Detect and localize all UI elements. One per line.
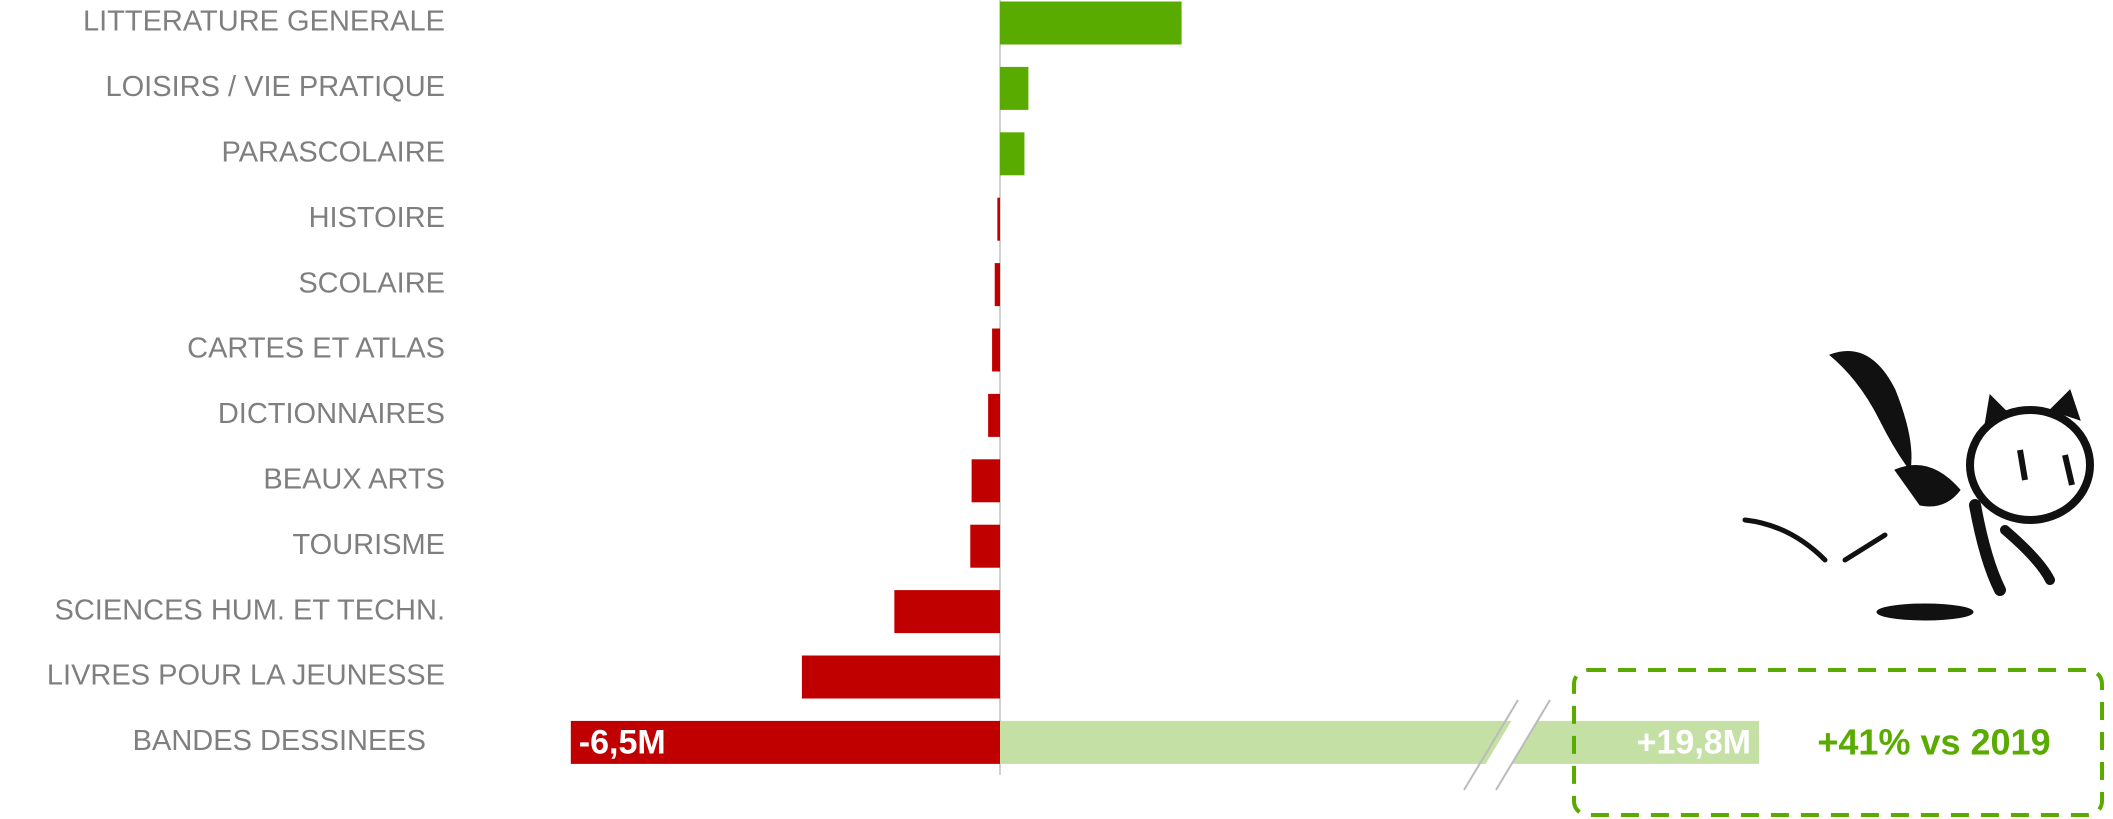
axis-break-line [1495,699,1551,791]
bar [801,655,1000,699]
bar [894,590,1000,634]
category-label: TOURISME [292,529,445,561]
cat-doodle [1742,351,2094,621]
highlight-box [1572,668,2104,817]
category-label: BANDES DESSINEES [133,725,426,757]
bar [570,720,1000,764]
category-label: LIVRES POUR LA JEUNESSE [47,660,445,692]
category-label: PARASCOLAIRE [222,136,445,168]
highlight-label: +19,8M [1637,723,1751,761]
category-label: LITTERATURE GENERALE [83,6,445,38]
category-label: HISTOIRE [309,202,445,234]
annotation: +41% vs 2019 [1817,722,2050,763]
bar [1000,66,1029,110]
plot: LITTERATURE GENERALE LOISIRS / VIE PRATIQ… [47,1,1759,791]
value-label: -6,5M [579,723,666,761]
bar [997,197,1000,241]
bar [988,393,1000,437]
category-label: DICTIONNAIRES [218,398,445,430]
bar [1000,132,1025,176]
bar [1000,1,1182,45]
axis-break [1470,700,1550,790]
category-label: CARTES ET ATLAS [187,333,445,365]
category-label: SCOLAIRE [298,267,445,299]
category-label: LOISIRS / VIE PRATIQUE [106,71,446,103]
bar [970,524,1000,568]
highlight-bar [1000,720,1759,764]
category-label: BEAUX ARTS [263,463,445,495]
category-label: SCIENCES HUM. ET TECHN. [55,594,445,626]
bar [971,459,1000,503]
bar [992,328,1000,372]
axis-break-line [1463,699,1519,791]
bar [994,263,1000,307]
